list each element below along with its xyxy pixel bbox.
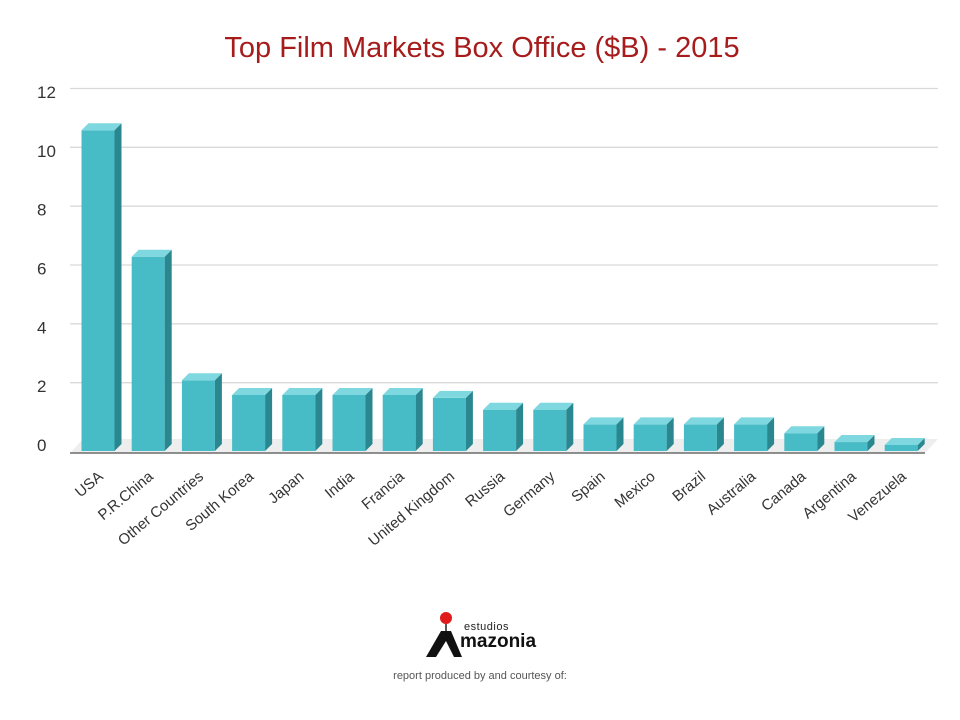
y-tick-label: 10 bbox=[37, 142, 56, 161]
bar-top bbox=[483, 402, 524, 410]
bar-front bbox=[282, 394, 316, 451]
bar bbox=[683, 417, 724, 451]
bar-side bbox=[465, 390, 473, 451]
grid-lines bbox=[70, 87, 938, 384]
bar-side bbox=[767, 417, 775, 451]
bar-top bbox=[432, 390, 473, 398]
footer-credit: report produced by and courtesy of: bbox=[393, 670, 567, 682]
logo-a-icon bbox=[426, 631, 462, 657]
bar-side bbox=[415, 387, 423, 451]
bar-front bbox=[834, 442, 868, 451]
bar-top bbox=[332, 387, 373, 395]
bar-side bbox=[666, 417, 674, 451]
bar-front bbox=[232, 394, 266, 451]
bar-front bbox=[583, 424, 617, 451]
y-tick-label: 0 bbox=[37, 436, 46, 455]
x-tick-label: Mexico bbox=[611, 468, 658, 512]
bar-front bbox=[131, 256, 165, 451]
x-tick-label: Other Countries bbox=[115, 468, 207, 549]
bar-front bbox=[332, 394, 366, 451]
y-tick-label: 6 bbox=[37, 260, 46, 279]
x-tick-label: Germany bbox=[500, 468, 559, 521]
bar-front bbox=[884, 445, 918, 451]
bar-top bbox=[282, 387, 323, 395]
bar-top bbox=[382, 387, 423, 395]
x-tick-label: Australia bbox=[704, 468, 760, 519]
bar-side bbox=[867, 435, 875, 451]
bar-side bbox=[566, 402, 574, 451]
bar-side bbox=[616, 417, 624, 451]
bar bbox=[583, 417, 624, 451]
bar bbox=[884, 438, 925, 451]
y-tick-label: 4 bbox=[37, 318, 46, 337]
bar bbox=[282, 387, 323, 451]
bar-front bbox=[483, 409, 517, 451]
bar-side bbox=[315, 387, 323, 451]
y-tick-label: 12 bbox=[37, 83, 56, 102]
bar-top bbox=[784, 426, 825, 434]
bar bbox=[834, 435, 875, 451]
bar-side bbox=[917, 438, 925, 451]
bar-top bbox=[583, 417, 624, 425]
bar-top bbox=[131, 249, 172, 257]
bar-top bbox=[683, 417, 724, 425]
bar-side bbox=[716, 417, 724, 451]
bar-side bbox=[365, 387, 373, 451]
y-tick-label: 8 bbox=[37, 201, 46, 220]
y-tick-label: 2 bbox=[37, 377, 46, 396]
bar bbox=[784, 426, 825, 451]
chart-title: Top Film Markets Box Office ($B) - 2015 bbox=[224, 32, 739, 64]
x-tick-label: USA bbox=[72, 468, 107, 501]
bar-top bbox=[633, 417, 674, 425]
x-tick-label: India bbox=[322, 468, 358, 502]
bar-front bbox=[784, 433, 818, 451]
bar bbox=[633, 417, 674, 451]
bar bbox=[382, 387, 423, 451]
logo-dot-icon bbox=[440, 612, 452, 624]
x-tick-label: Russia bbox=[462, 468, 509, 511]
y-axis: 0 2 4 6 8 10 12 bbox=[37, 83, 56, 455]
bar-top bbox=[81, 123, 122, 131]
bar-front bbox=[382, 394, 416, 451]
bar bbox=[131, 249, 172, 451]
bars bbox=[81, 123, 925, 451]
bar-top bbox=[181, 373, 222, 381]
bar-top bbox=[884, 438, 925, 445]
bar bbox=[533, 402, 574, 451]
bar-top bbox=[533, 402, 574, 410]
bar-side bbox=[114, 123, 122, 451]
logo-small-text: estudios bbox=[464, 621, 509, 633]
bar-front bbox=[181, 380, 215, 451]
bar-top bbox=[232, 387, 273, 395]
bar bbox=[483, 402, 524, 451]
bar-top bbox=[734, 417, 775, 425]
x-tick-label: Japan bbox=[265, 468, 307, 507]
bar bbox=[332, 387, 373, 451]
bar bbox=[734, 417, 775, 451]
x-tick-label: United Kingdom bbox=[365, 468, 458, 550]
x-tick-label: Spain bbox=[568, 468, 608, 506]
bar-front bbox=[81, 130, 115, 451]
bar-front bbox=[734, 424, 768, 451]
bar bbox=[232, 387, 273, 451]
bar-side bbox=[817, 426, 825, 451]
bar bbox=[81, 123, 122, 451]
bar-front bbox=[432, 397, 466, 451]
bar-front bbox=[533, 409, 567, 451]
bar-side bbox=[214, 373, 222, 451]
bar-front bbox=[633, 424, 667, 451]
bar bbox=[181, 373, 222, 451]
bar-side bbox=[265, 387, 273, 451]
bar-top bbox=[834, 435, 875, 443]
bar bbox=[432, 390, 473, 451]
bar-side bbox=[164, 249, 172, 451]
bar-side bbox=[516, 402, 524, 451]
bar-front bbox=[683, 424, 717, 451]
x-tick-label: Brazil bbox=[669, 468, 709, 505]
studio-logo: estudios mazonia bbox=[426, 612, 536, 657]
logo-brand-text: mazonia bbox=[460, 631, 536, 652]
